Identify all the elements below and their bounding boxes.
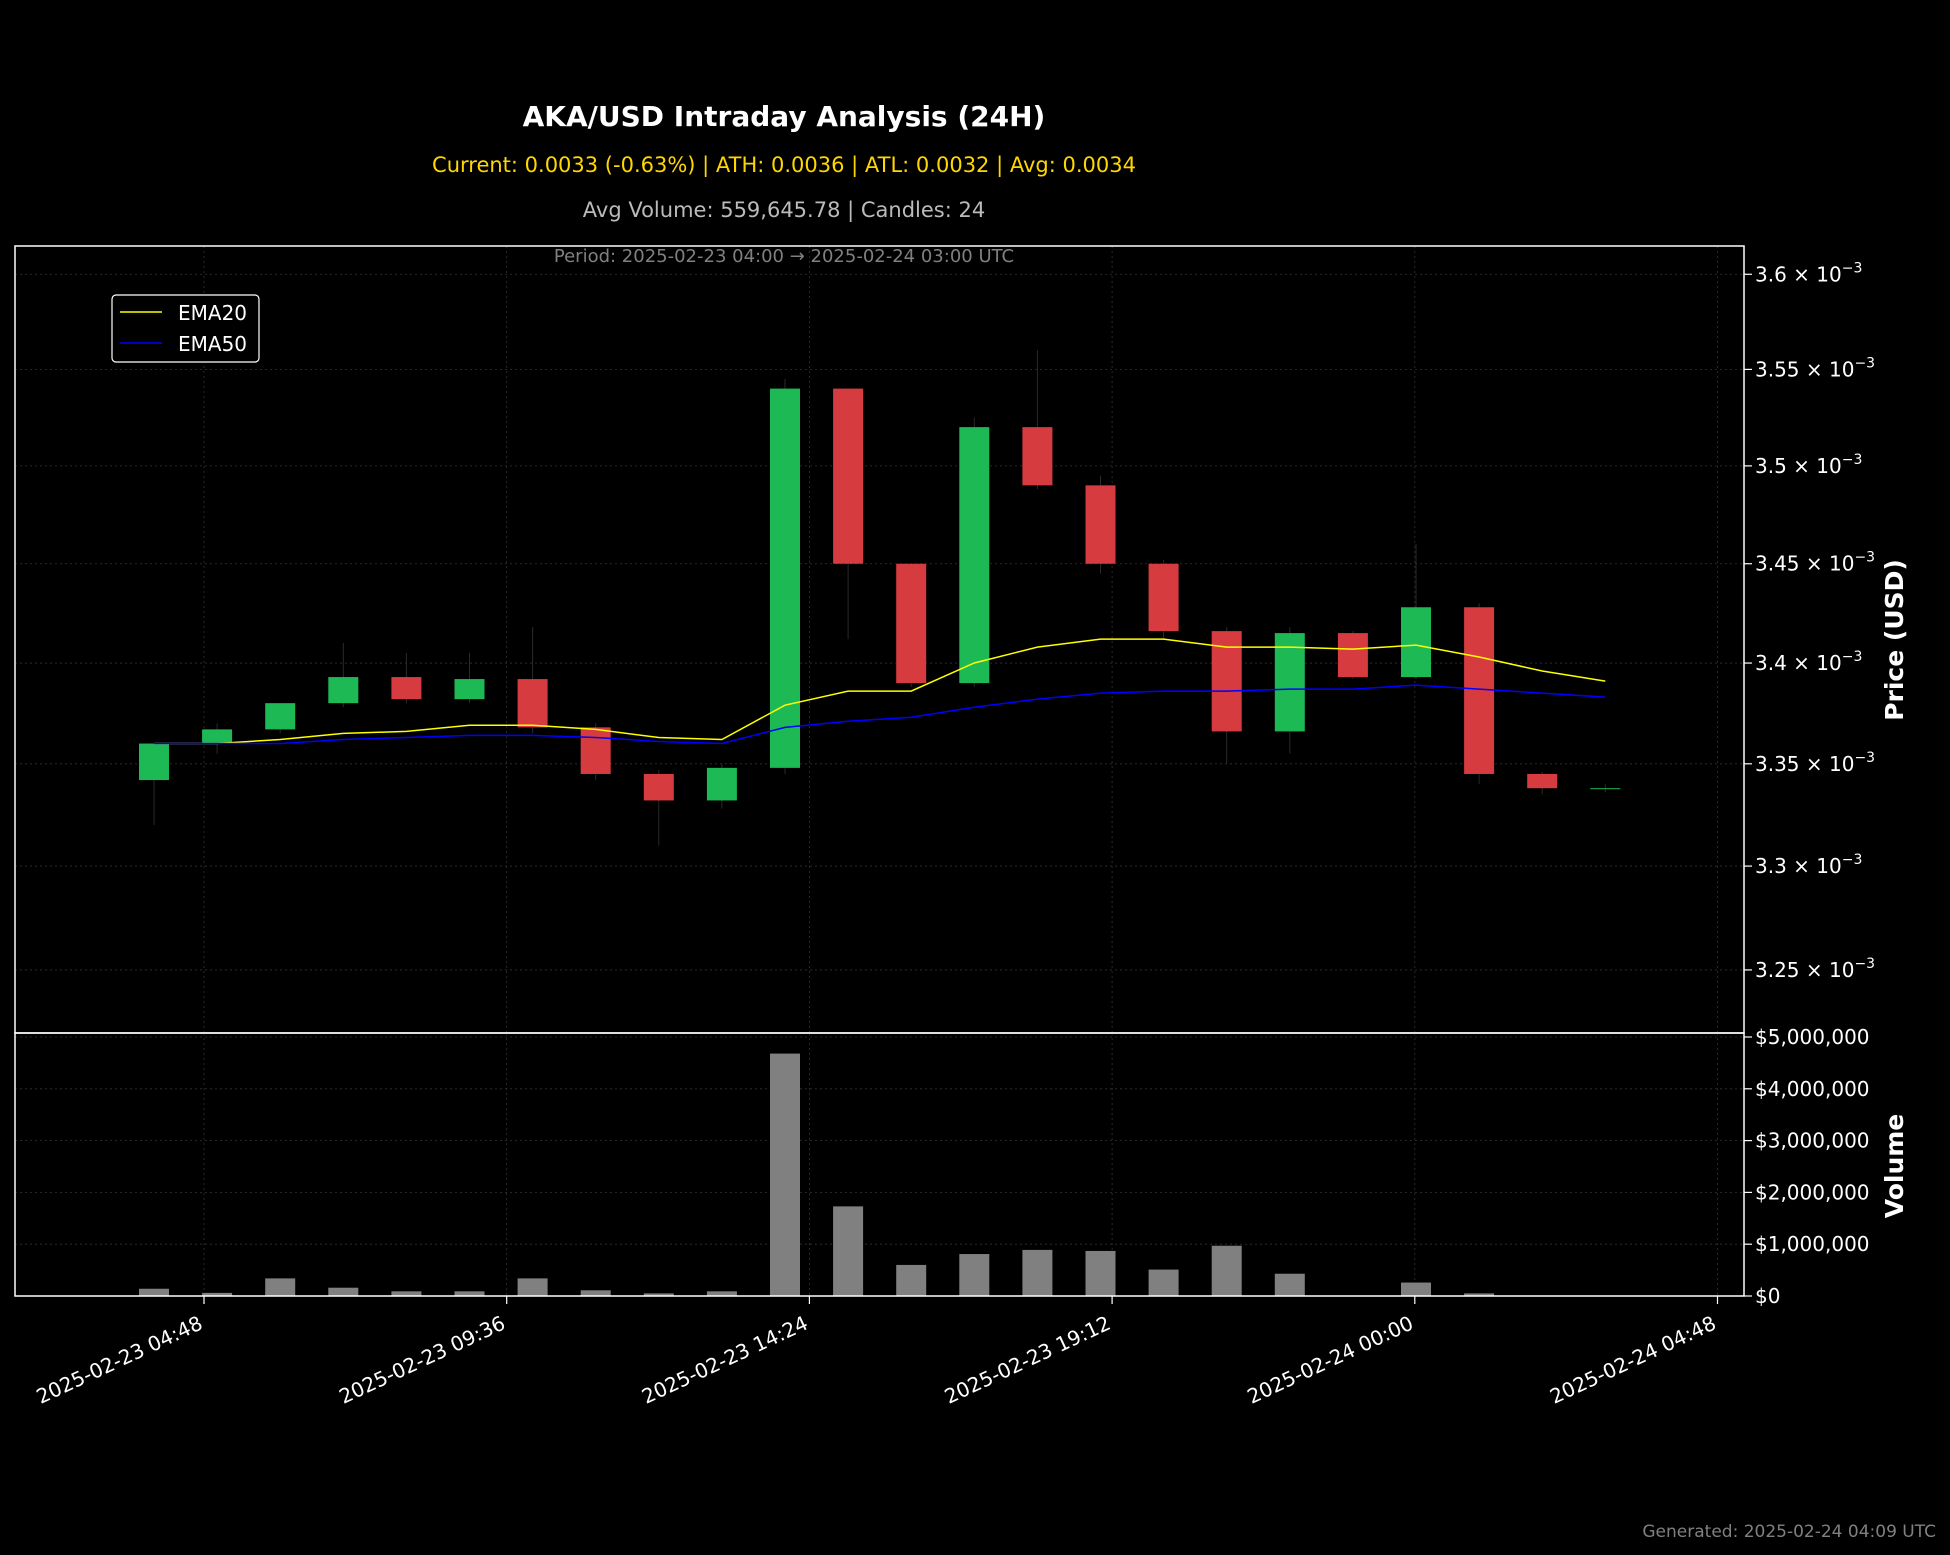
volume-bar (328, 1287, 359, 1296)
candle-down (643, 773, 674, 801)
price-tick-label: 3.5 × 10−3 (1755, 452, 1862, 478)
candle-down (1085, 485, 1116, 564)
volume-bar (391, 1291, 422, 1296)
volume-bar (1022, 1249, 1053, 1296)
candle-down (1464, 607, 1495, 774)
candle-down (1337, 633, 1368, 678)
chart-subtitle-stats: Current: 0.0033 (-0.63%) | ATH: 0.0036 |… (432, 153, 1136, 178)
ema50-line (154, 684, 1606, 745)
candle-down (517, 679, 548, 728)
candlestick-series (139, 350, 1621, 846)
price-tick-label: 3.25 × 10−3 (1755, 956, 1875, 982)
volume-bar (896, 1264, 927, 1296)
candle-up (328, 677, 359, 704)
price-tick-label: 3.35 × 10−3 (1755, 750, 1875, 776)
price-axis-ticks: 3.6 × 10−3 3.55 × 10−3 3.5 × 10−3 3.45 × 10… (1744, 260, 1875, 982)
volume-panel: $5,000,000 $4,000,000 $3,000,000 $2,000,000… (14, 1025, 1909, 1308)
price-tick-label: 3.3 × 10−3 (1755, 852, 1862, 878)
candle-down (896, 563, 927, 684)
volume-bar (643, 1293, 674, 1296)
generated-timestamp: Generated: 2025-02-24 04:09 UTC (1642, 1522, 1936, 1542)
candle-up (706, 767, 737, 801)
candle-up (202, 729, 233, 744)
chart-title: AKA/USD Intraday Analysis (24H) (523, 100, 1046, 133)
volume-bar (1148, 1269, 1179, 1296)
volume-bar (1274, 1273, 1305, 1296)
ema-lines (154, 638, 1606, 745)
volume-bar (265, 1278, 296, 1296)
price-panel-background (15, 246, 1744, 1033)
chart-subtitle-volume: Avg Volume: 559,645.78 | Candles: 24 (583, 198, 985, 223)
volume-bar (959, 1254, 990, 1296)
price-gridlines (15, 246, 1744, 1033)
volume-bar (770, 1053, 800, 1296)
candle-down (833, 388, 864, 564)
candle-up (1590, 788, 1621, 790)
candle-down (1148, 563, 1179, 632)
volume-bar (1464, 1293, 1495, 1296)
volume-axis-label: Volume (1880, 1114, 1909, 1219)
candle-up (959, 427, 990, 684)
volume-tick-label: $2,000,000 (1755, 1180, 1870, 1204)
price-tick-label: 3.45 × 10−3 (1755, 550, 1875, 576)
candle-down (1022, 427, 1053, 486)
price-axis-label: Price (USD) (1880, 559, 1909, 721)
volume-bar (1211, 1245, 1242, 1296)
legend-ema20-label: EMA20 (178, 301, 247, 325)
candle-down (1527, 773, 1558, 789)
candle-down (391, 677, 422, 700)
volume-panel-frame (14, 1032, 1745, 1297)
volume-bar (706, 1291, 737, 1296)
volume-tick-label: $3,000,000 (1755, 1129, 1870, 1153)
volume-bar (1085, 1250, 1116, 1296)
candle-up (139, 743, 169, 781)
legend: EMA20 EMA50 (111, 294, 260, 363)
volume-bar (139, 1288, 169, 1296)
volume-bar (517, 1278, 548, 1296)
candle-down (580, 727, 611, 774)
volume-bar (833, 1206, 864, 1296)
volume-bar (202, 1292, 233, 1296)
ema20-line (154, 638, 1606, 745)
price-panel: Period: 2025-02-23 04:00 → 2025-02-24 03… (14, 245, 1909, 1034)
legend-ema50-label: EMA50 (178, 332, 247, 356)
candle-up (454, 679, 485, 700)
price-tick-label: 3.6 × 10−3 (1755, 260, 1862, 286)
candle-up (1401, 607, 1431, 678)
price-tick-label: 3.55 × 10−3 (1755, 355, 1875, 381)
chart-period: Period: 2025-02-23 04:00 → 2025-02-24 03… (554, 246, 1014, 267)
volume-bar (454, 1291, 485, 1296)
volume-tick-label: $5,000,000 (1755, 1025, 1870, 1049)
volume-bar (1401, 1282, 1431, 1296)
volume-tick-label: $4,000,000 (1755, 1077, 1870, 1101)
volume-tick-label: $1,000,000 (1755, 1232, 1870, 1256)
price-tick-label: 3.4 × 10−3 (1755, 649, 1862, 675)
volume-axis-ticks: $5,000,000 $4,000,000 $3,000,000 $2,000,000… (1744, 1025, 1870, 1308)
volume-bar (580, 1290, 611, 1296)
volume-bars (139, 1053, 1495, 1296)
candle-up (1274, 633, 1305, 732)
candle-up (265, 703, 296, 730)
volume-tick-label: $0 (1755, 1284, 1780, 1308)
